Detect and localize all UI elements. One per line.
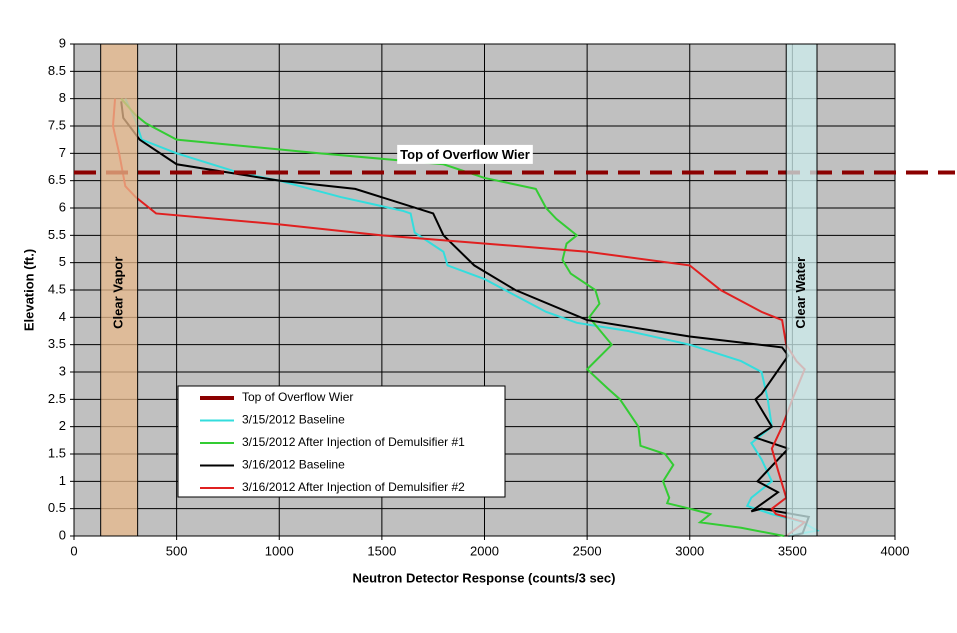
annotation-box bbox=[397, 144, 533, 164]
legend-label: 3/16/2012 Baseline bbox=[242, 458, 345, 472]
series-line bbox=[120, 98, 785, 537]
y-tick-label: 0 bbox=[59, 527, 66, 542]
y-tick-label: 6.5 bbox=[48, 172, 66, 187]
y-tick-label: 2 bbox=[59, 418, 66, 433]
y-tick-label: 4 bbox=[59, 309, 66, 324]
y-axis-title: Elevation (ft.) bbox=[21, 249, 36, 331]
legend-label: Top of Overflow Wier bbox=[242, 390, 353, 404]
y-tick-label: 7.5 bbox=[48, 117, 66, 132]
y-tick-label: 7 bbox=[59, 145, 66, 160]
band-label: Clear Water bbox=[793, 257, 808, 329]
x-tick-label: 4000 bbox=[881, 543, 910, 558]
x-tick-label: 500 bbox=[166, 543, 188, 558]
x-tick-label: 0 bbox=[70, 543, 77, 558]
legend-label: 3/15/2012 Baseline bbox=[242, 413, 345, 427]
y-tick-label: 9 bbox=[59, 35, 66, 50]
y-tick-label: 3.5 bbox=[48, 336, 66, 351]
y-tick-label: 8 bbox=[59, 90, 66, 105]
y-tick-label: 5 bbox=[59, 254, 66, 269]
series-line bbox=[120, 101, 811, 537]
legend-box bbox=[177, 385, 506, 498]
y-tick-label: 6 bbox=[59, 199, 66, 214]
y-tick-label: 1.5 bbox=[48, 445, 66, 460]
x-tick-label: 3500 bbox=[778, 543, 807, 558]
y-tick-label: 8.5 bbox=[48, 63, 66, 78]
y-tick-label: 1 bbox=[59, 473, 66, 488]
y-tick-label: 2.5 bbox=[48, 391, 66, 406]
reference-annotation: Top of Overflow Wier bbox=[400, 147, 530, 162]
y-tick-label: 4.5 bbox=[48, 281, 66, 296]
x-tick-label: 2500 bbox=[573, 543, 602, 558]
legend-label: 3/15/2012 After Injection of Demulsifier… bbox=[242, 435, 465, 449]
x-tick-label: 1500 bbox=[367, 543, 396, 558]
y-tick-label: 0.5 bbox=[48, 500, 66, 515]
x-tick-label: 2000 bbox=[470, 543, 499, 558]
y-tick-label: 3 bbox=[59, 363, 66, 378]
band-label: Clear Vapor bbox=[111, 257, 126, 329]
x-axis-title: Neutron Detector Response (counts/3 sec) bbox=[353, 570, 616, 585]
x-tick-label: 1000 bbox=[265, 543, 294, 558]
legend-label: 3/16/2012 After Injection of Demulsifier… bbox=[242, 480, 465, 494]
band bbox=[100, 43, 139, 537]
y-tick-label: 5.5 bbox=[48, 227, 66, 242]
band bbox=[785, 43, 818, 537]
x-tick-label: 3000 bbox=[675, 543, 704, 558]
